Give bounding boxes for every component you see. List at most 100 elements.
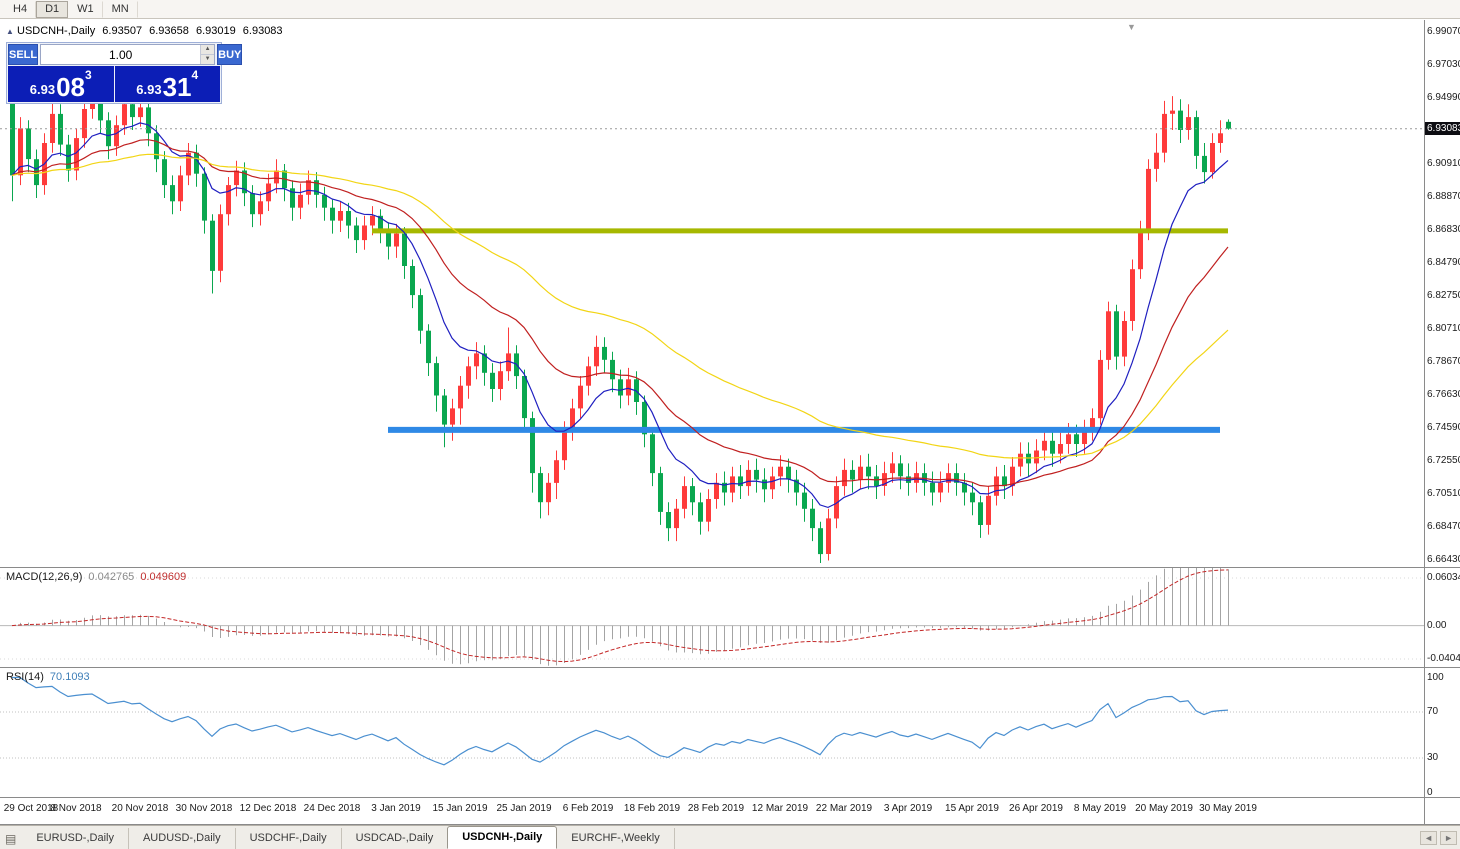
candle bbox=[234, 160, 239, 197]
date-axis-label: 20 Nov 2018 bbox=[111, 803, 169, 814]
tab-eurusd-daily[interactable]: EURUSD-,Daily bbox=[22, 828, 129, 849]
price-axis-label: 6.88870 bbox=[1427, 190, 1460, 202]
ohlc-low: 6.93019 bbox=[195, 25, 236, 37]
rsi-axis-label: 100 bbox=[1427, 671, 1444, 683]
candle bbox=[82, 99, 87, 148]
volume-decrease-button[interactable]: ▼ bbox=[201, 54, 215, 64]
candle bbox=[690, 478, 695, 516]
sell-price-display[interactable]: 6.93 08 3 bbox=[8, 66, 114, 102]
candle bbox=[258, 191, 263, 226]
candle bbox=[490, 363, 495, 402]
buy-price-display[interactable]: 6.93 31 4 bbox=[114, 66, 220, 102]
sell-button[interactable]: SELL bbox=[8, 44, 39, 65]
candle bbox=[442, 389, 447, 448]
candle bbox=[330, 199, 335, 234]
candle bbox=[354, 217, 359, 253]
macd-label: MACD(12,26,9) 0.042765 0.049609 bbox=[6, 571, 186, 583]
date-axis-label: 12 Dec 2018 bbox=[239, 803, 297, 814]
tab-scroll-right-icon[interactable]: ► bbox=[1440, 831, 1457, 845]
candle bbox=[770, 466, 775, 499]
rsi-indicator-plot[interactable] bbox=[0, 668, 1424, 797]
date-axis-label: 24 Dec 2018 bbox=[303, 803, 361, 814]
candle bbox=[434, 356, 439, 412]
date-axis-label: 6 Feb 2019 bbox=[562, 803, 614, 814]
candle bbox=[626, 367, 631, 406]
candle bbox=[786, 458, 791, 493]
candle bbox=[674, 499, 679, 542]
candle bbox=[146, 100, 151, 147]
date-axis-label: 15 Jan 2019 bbox=[432, 803, 488, 814]
volume-spinner: ▲ ▼ bbox=[200, 45, 215, 64]
volume-increase-button[interactable]: ▲ bbox=[201, 45, 215, 54]
candle bbox=[658, 466, 663, 525]
candle bbox=[1010, 457, 1015, 496]
timeframe-w1-button[interactable]: W1 bbox=[68, 0, 103, 18]
candle bbox=[1034, 439, 1039, 474]
price-axis-label: 6.68470 bbox=[1427, 521, 1460, 533]
candle bbox=[1058, 432, 1063, 464]
candle bbox=[578, 376, 583, 419]
candle bbox=[226, 177, 231, 226]
tab-eurchf-weekly[interactable]: EURCHF-,Weekly bbox=[557, 828, 675, 849]
volume-input[interactable] bbox=[41, 45, 201, 64]
buy-price-pips: 31 bbox=[162, 72, 192, 102]
candle bbox=[466, 356, 471, 399]
macd-value: 0.042765 bbox=[88, 571, 135, 583]
date-axis-label: 8 May 2019 bbox=[1073, 803, 1127, 814]
rsi-label: RSI(14) 70.1093 bbox=[6, 671, 90, 683]
candle bbox=[290, 180, 295, 221]
timeframe-h4-button[interactable]: H4 bbox=[4, 0, 37, 18]
chart-macd-separator[interactable] bbox=[0, 567, 1460, 568]
chart-tab-bar: ▤ EURUSD-,Daily AUDUSD-,Daily USDCHF-,Da… bbox=[0, 825, 1460, 849]
tab-usdcad-daily[interactable]: USDCAD-,Daily bbox=[342, 828, 449, 849]
price-axis[interactable]: 6.990706.970306.949906.929506.909106.888… bbox=[1424, 20, 1460, 824]
current-price-tag: 6.93083 bbox=[1425, 121, 1460, 135]
candle bbox=[1154, 133, 1159, 182]
candle bbox=[1210, 133, 1215, 179]
candle bbox=[242, 162, 247, 207]
candle bbox=[362, 215, 367, 250]
date-axis-label: 30 Nov 2018 bbox=[175, 803, 233, 814]
ohlc-open: 6.93507 bbox=[102, 25, 143, 37]
buy-price-fraction: 4 bbox=[191, 68, 199, 82]
date-axis-label: 15 Apr 2019 bbox=[945, 803, 999, 814]
candle bbox=[914, 461, 919, 493]
rsi-name: RSI(14) bbox=[6, 671, 44, 683]
tab-scroll-left-icon[interactable]: ◄ bbox=[1420, 831, 1438, 845]
buy-button[interactable]: BUY bbox=[217, 44, 243, 65]
candle bbox=[186, 143, 191, 186]
tab-usdchf-daily[interactable]: USDCHF-,Daily bbox=[236, 828, 342, 849]
tab-list-icon[interactable]: ▤ bbox=[5, 832, 17, 846]
candle bbox=[418, 288, 423, 344]
candle bbox=[306, 170, 311, 205]
candle bbox=[738, 465, 743, 499]
one-click-collapse-icon[interactable]: ▲ bbox=[6, 27, 14, 36]
candle bbox=[1162, 100, 1167, 163]
candle bbox=[1050, 431, 1055, 467]
candle bbox=[1186, 104, 1191, 140]
sell-price-pips: 08 bbox=[56, 72, 86, 102]
timeframe-mn-button[interactable]: MN bbox=[103, 0, 138, 18]
candle bbox=[530, 411, 535, 493]
ma-mid-line bbox=[11, 139, 1229, 487]
candle bbox=[1218, 120, 1223, 153]
price-axis-label: 6.82750 bbox=[1427, 289, 1460, 301]
macd-indicator-plot[interactable] bbox=[0, 568, 1424, 667]
candle bbox=[522, 369, 527, 432]
candle bbox=[682, 476, 687, 519]
candle bbox=[874, 465, 879, 499]
candle bbox=[650, 427, 655, 487]
tab-audusd-daily[interactable]: AUDUSD-,Daily bbox=[129, 828, 236, 849]
tab-usdcnh-daily[interactable]: USDCNH-,Daily bbox=[447, 826, 558, 849]
date-axis-label: 29 Oct 2018 bbox=[3, 803, 59, 814]
main-chart-plot[interactable] bbox=[0, 20, 1424, 567]
candle bbox=[1042, 427, 1047, 461]
candle bbox=[482, 345, 487, 386]
candle bbox=[930, 471, 935, 506]
date-axis[interactable]: 29 Oct 2018 8 Nov 2018 20 Nov 2018 30 Nov 2… bbox=[0, 798, 1424, 824]
price-axis-label: 6.72550 bbox=[1427, 454, 1460, 466]
timeframe-d1-button[interactable]: D1 bbox=[36, 0, 69, 18]
candle bbox=[474, 342, 479, 380]
sell-price-fraction: 3 bbox=[85, 68, 92, 82]
macd-rsi-separator[interactable] bbox=[0, 667, 1460, 668]
